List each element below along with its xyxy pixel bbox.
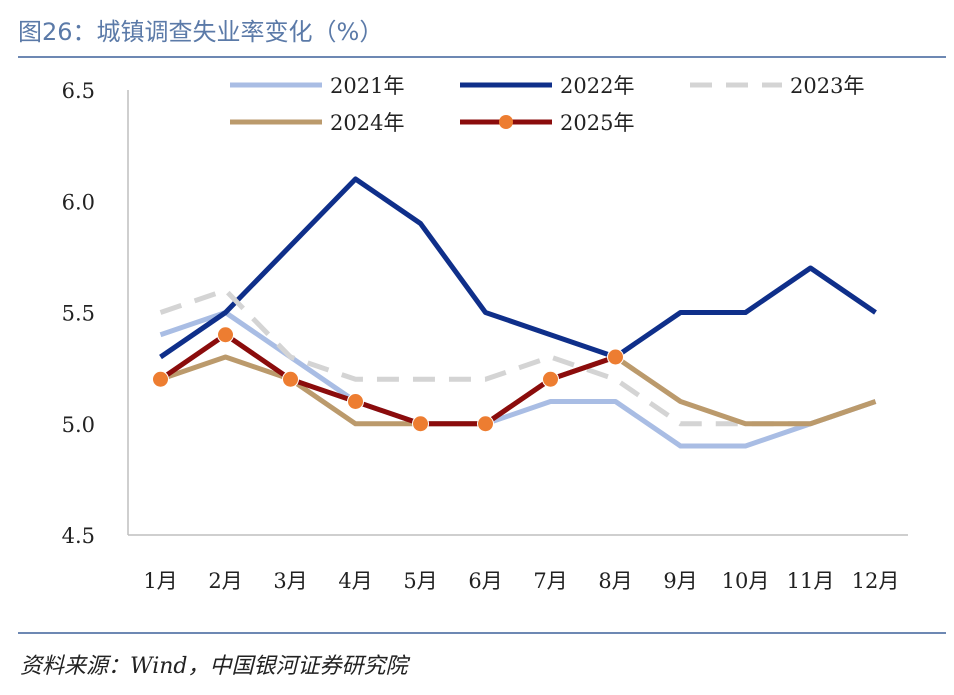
legend-marker [499, 115, 513, 129]
x-tick-label: 10月 [722, 569, 770, 593]
x-tick-label: 2月 [208, 569, 242, 593]
y-tick-label: 6.5 [62, 79, 95, 103]
title-divider [18, 56, 946, 58]
legend-label: 2025年 [560, 111, 634, 135]
x-tick-label: 12月 [852, 569, 900, 593]
x-tick-label: 8月 [598, 569, 632, 593]
y-tick-label: 5.5 [62, 302, 95, 326]
x-tick-label: 4月 [338, 569, 372, 593]
y-tick-label: 5.0 [62, 413, 95, 437]
data-point-marker [282, 370, 299, 388]
legend-label: 2021年 [330, 74, 404, 98]
data-point-marker [542, 370, 559, 388]
x-tick-label: 5月 [403, 569, 437, 593]
series-line-2021年 [159, 310, 877, 449]
x-tick-label: 7月 [533, 569, 567, 593]
source-note: 资料来源：Wind，中国银河证券研究院 [20, 654, 408, 679]
legend-label: 2022年 [560, 74, 634, 98]
x-tick-label: 1月 [143, 569, 177, 593]
series-line-2025年 [159, 332, 617, 427]
data-point-marker [347, 393, 364, 410]
x-tick-label: 11月 [787, 569, 835, 593]
data-point-marker [607, 348, 624, 366]
footer-divider [18, 632, 946, 634]
data-point-marker [217, 326, 234, 344]
data-point-marker [152, 370, 169, 388]
chart-title: 图26：城镇调查失业率变化（%） [18, 18, 384, 46]
legend-label: 2024年 [330, 111, 404, 135]
data-point-marker [477, 415, 494, 433]
y-tick-label: 4.5 [62, 524, 95, 548]
data-point-marker [412, 415, 429, 433]
x-tick-label: 6月 [468, 569, 502, 593]
legend-label: 2023年 [790, 74, 864, 98]
x-tick-label: 3月 [273, 569, 307, 593]
unemployment-line-chart: 4.5 5.0 5.5 6.0 6.5 1月 2月 3月 4月 5月 6月 7月 8月 9月 10月 11月 1… [62, 74, 908, 593]
series-line-2022年 [159, 176, 877, 360]
x-tick-label: 9月 [663, 569, 697, 593]
y-tick-label: 6.0 [62, 190, 95, 214]
